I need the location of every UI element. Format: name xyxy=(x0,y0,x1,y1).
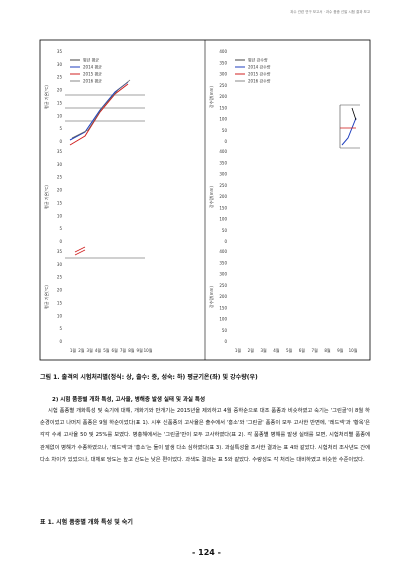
y-axis-label: 평균 기온(℃) xyxy=(43,85,49,109)
legend-label: 2015 강수량 xyxy=(248,71,271,77)
y-tick-label: 300 xyxy=(219,272,227,277)
x-tick-label: 2월 xyxy=(248,347,255,353)
y-axis-label: 강수량(mm) xyxy=(208,286,214,308)
legend-label: 평년 평균 xyxy=(83,57,99,63)
y-tick-label: 50 xyxy=(222,328,228,333)
y-tick-label: 30 xyxy=(57,162,63,167)
y-tick-label: 20 xyxy=(57,288,63,293)
y-tick-label: 10 xyxy=(57,213,63,218)
section-body: 시험 품종별 개화특성 및 숙기에 대해, 개화기와 만개기는 2015년을 제… xyxy=(40,408,370,463)
y-tick-label: 25 xyxy=(57,275,63,280)
y-tick-label: 10 xyxy=(57,313,63,318)
y-tick-label: 50 xyxy=(222,228,228,233)
x-tick-label: 7월 xyxy=(312,347,319,353)
y-tick-label: 200 xyxy=(219,194,227,199)
y-axis-label: 평균 기온(℃) xyxy=(43,285,49,309)
left-plot xyxy=(65,79,145,259)
y-tick-label: 100 xyxy=(219,217,227,222)
y-axis-label: 평균 기온(℃) xyxy=(43,185,49,209)
header: 과수 관련 연구 보고서 · 과수 품종 선발 시험 결과 보고 xyxy=(290,10,370,14)
x-tick-label: 1월 xyxy=(70,347,77,353)
x-tick-label: 1월 xyxy=(235,347,242,353)
y-tick-label: 20 xyxy=(57,188,63,193)
y-tick-label: 100 xyxy=(219,317,227,322)
x-tick-label: 5월 xyxy=(103,347,110,353)
y-tick-label: 25 xyxy=(57,75,63,80)
legend-label: 2016 강수량 xyxy=(248,78,271,84)
figure: 3535353030302525252020201515151010105550… xyxy=(39,39,371,361)
y-tick-label: 50 xyxy=(222,128,228,133)
x-tick-label: 8월 xyxy=(324,347,331,353)
y-tick-label: 300 xyxy=(219,72,227,77)
figure-caption: 그림 1. 출격의 시험처리별(정식: 상, 출수: 중, 성숙: 하) 평균기… xyxy=(40,374,258,381)
x-tick-label: 3월 xyxy=(87,347,94,353)
x-tick-label: 3월 xyxy=(260,347,267,353)
y-tick-label: 5 xyxy=(59,126,62,131)
y-tick-label: 0 xyxy=(224,139,227,144)
y-tick-label: 20 xyxy=(57,88,63,93)
y-axis-label: 강수량(mm) xyxy=(208,186,214,208)
right-plot xyxy=(339,104,360,149)
x-tick-label: 6월 xyxy=(112,347,119,353)
x-tick-label: 10월 xyxy=(349,347,358,353)
x-tick-label: 7월 xyxy=(120,347,127,353)
y-tick-label: 200 xyxy=(219,294,227,299)
y-tick-label: 35 xyxy=(57,49,63,54)
y-tick-label: 150 xyxy=(219,105,227,110)
y-tick-label: 30 xyxy=(57,62,63,67)
y-tick-label: 25 xyxy=(57,175,63,180)
y-tick-label: 200 xyxy=(219,94,227,99)
legend-label: 2016 평균 xyxy=(83,78,102,84)
x-tick-label: 4월 xyxy=(273,347,280,353)
y-tick-label: 150 xyxy=(219,205,227,210)
page-number: - 124 - xyxy=(192,548,221,557)
y-tick-label: 150 xyxy=(219,305,227,310)
y-tick-label: 100 xyxy=(219,117,227,122)
y-tick-label: 350 xyxy=(219,60,227,65)
y-tick-label: 350 xyxy=(219,260,227,265)
x-tick-label: 8월 xyxy=(128,347,135,353)
y-tick-label: 350 xyxy=(219,160,227,165)
y-tick-label: 0 xyxy=(59,139,62,144)
y-tick-label: 35 xyxy=(57,149,63,154)
y-tick-label: 0 xyxy=(59,339,62,344)
x-tick-label: 10월 xyxy=(144,347,153,353)
y-tick-label: 400 xyxy=(219,49,227,54)
y-tick-label: 5 xyxy=(59,326,62,331)
legend-label: 평년 강수량 xyxy=(248,57,268,63)
x-tick-label: 9월 xyxy=(337,347,344,353)
y-tick-label: 15 xyxy=(57,200,63,205)
legend-label: 2014 강수량 xyxy=(248,64,271,70)
y-tick-label: 250 xyxy=(219,283,227,288)
section-heading: 2) 시험 품종별 개화 특성, 고사율, 병해충 발생 실태 및 과실 특성 xyxy=(52,397,206,403)
y-tick-label: 35 xyxy=(57,249,63,254)
x-tick-label: 2월 xyxy=(78,347,85,353)
y-tick-label: 250 xyxy=(219,183,227,188)
x-tick-label: 5월 xyxy=(286,347,293,353)
table-title: 표 1. 시험 품종별 개화 특성 및 숙기 xyxy=(40,519,133,526)
y-tick-label: 15 xyxy=(57,100,63,105)
y-tick-label: 300 xyxy=(219,172,227,177)
x-tick-label: 4월 xyxy=(95,347,102,353)
y-tick-label: 400 xyxy=(219,249,227,254)
y-tick-label: 15 xyxy=(57,300,63,305)
y-tick-label: 0 xyxy=(224,239,227,244)
y-tick-label: 250 xyxy=(219,83,227,88)
y-axis-label: 강수량(mm) xyxy=(208,86,214,108)
legend-label: 2015 평균 xyxy=(83,71,102,77)
y-tick-label: 10 xyxy=(57,113,63,118)
y-tick-label: 0 xyxy=(59,239,62,244)
y-tick-label: 30 xyxy=(57,262,63,267)
y-tick-label: 5 xyxy=(59,226,62,231)
y-tick-label: 400 xyxy=(219,149,227,154)
y-tick-label: 0 xyxy=(224,339,227,344)
x-tick-label: 9월 xyxy=(137,347,144,353)
legend-label: 2014 평균 xyxy=(83,64,102,70)
x-tick-label: 6월 xyxy=(299,347,306,353)
